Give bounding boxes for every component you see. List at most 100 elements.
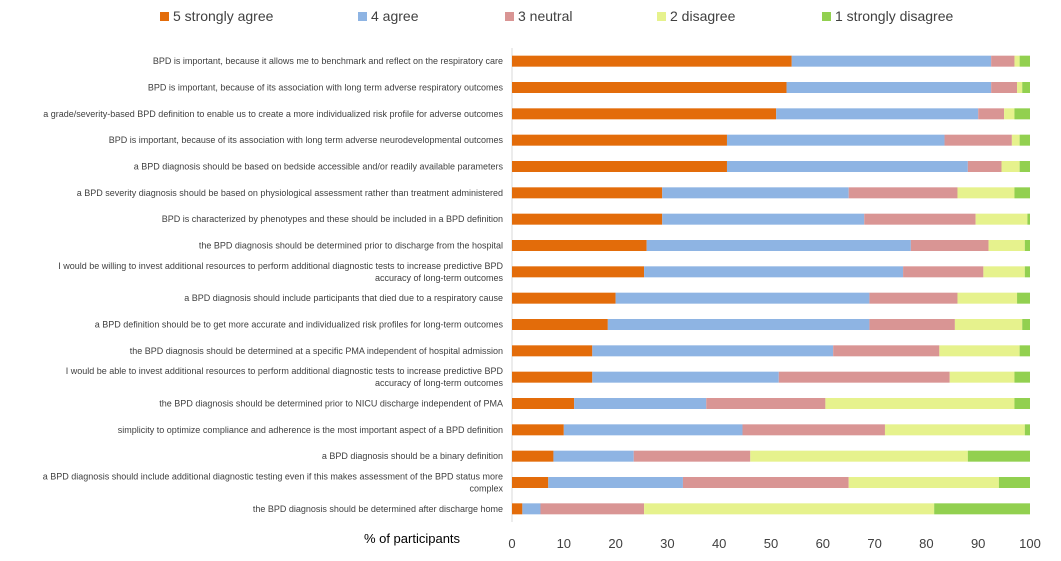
legend: 5 strongly agree 4 agree 3 neutral 2 disagr… (160, 8, 954, 24)
bar-segment-16-5 (967, 450, 1030, 462)
bar-segment-16-4 (750, 450, 968, 462)
category-label-3: a grade/severity-based BPD definition to… (43, 109, 503, 119)
bar-segment-5-3 (967, 161, 1002, 172)
bar-segment-11-4 (954, 319, 1023, 330)
x-tick-label-80: 80 (919, 536, 933, 551)
bar-segment-1-4 (1014, 55, 1020, 67)
bar-segment-7-2 (662, 213, 865, 225)
category-label-9-line-2: accuracy of long-term outcomes (375, 273, 504, 283)
category-label-14: the BPD diagnosis should be determined p… (159, 399, 503, 409)
bar-segment-2-5 (1022, 82, 1030, 93)
bar-segment-12-5 (1019, 345, 1030, 357)
category-label-13-line-1: I would be able to invest additional res… (66, 366, 504, 376)
bar-segment-17-2 (548, 477, 683, 488)
bar-segment-2-3 (991, 82, 1018, 93)
bar-segment-7-3 (864, 213, 976, 225)
bar-segment-10-4 (957, 292, 1018, 304)
legend-label-5: 1 strongly disagree (835, 8, 954, 24)
bar-segment-5-2 (726, 161, 968, 172)
legend-swatch-3 (505, 12, 514, 21)
bar-segment-13-4 (949, 371, 1015, 383)
bar-segment-9-3 (903, 266, 984, 278)
bar-segment-8-2 (646, 240, 911, 251)
bar-segment-18-1 (512, 503, 523, 515)
bar-segment-13-3 (778, 371, 950, 383)
bar-segment-11-5 (1022, 319, 1030, 330)
bar-segment-7-5 (1027, 213, 1030, 225)
bar-segment-13-2 (592, 371, 779, 383)
category-label-17-line-1: a BPD diagnosis should include additiona… (43, 472, 503, 482)
bar-segment-11-1 (512, 319, 608, 330)
bar-segment-16-2 (553, 450, 634, 462)
bar-segment-1-1 (512, 55, 792, 67)
legend-swatch-4 (657, 12, 666, 21)
category-label-17-line-2: complex (469, 484, 503, 494)
x-tick-label-0: 0 (508, 536, 515, 551)
bar-segment-9-2 (644, 266, 904, 278)
category-label-7: BPD is characterized by phenotypes and t… (162, 214, 503, 224)
category-label-15: simplicity to optimize compliance and ad… (118, 425, 503, 435)
bars (512, 55, 1030, 515)
bar-segment-11-3 (869, 319, 955, 330)
category-label-6: a BPD severity diagnosis should be based… (77, 188, 503, 198)
bar-segment-15-1 (512, 424, 564, 436)
bar-segment-4-4 (1011, 134, 1020, 146)
bar-segment-14-5 (1014, 398, 1030, 409)
bar-segment-2-4 (1017, 82, 1023, 93)
bar-segment-4-2 (726, 134, 945, 146)
bar-segment-7-1 (512, 213, 663, 225)
bar-segment-16-3 (633, 450, 751, 462)
x-tick-label-20: 20 (608, 536, 622, 551)
bar-segment-1-5 (1019, 55, 1030, 67)
bar-segment-7-4 (975, 213, 1028, 225)
bar-segment-13-5 (1014, 371, 1030, 383)
legend-swatch-1 (160, 12, 169, 21)
legend-label-1: 5 strongly agree (173, 8, 274, 24)
bar-segment-9-1 (512, 266, 645, 278)
bar-segment-14-1 (512, 398, 575, 409)
bar-segment-8-5 (1024, 240, 1030, 251)
x-tick-labels: 0 10 20 30 40 50 60 70 80 90 100 (508, 536, 1040, 551)
bar-segment-8-4 (988, 240, 1025, 251)
bar-segment-8-3 (910, 240, 989, 251)
category-label-11: a BPD definition should be to get more a… (95, 320, 504, 330)
bar-segment-3-5 (1014, 108, 1030, 120)
bar-segment-14-4 (825, 398, 1015, 409)
category-label-4: BPD is important, because of its associa… (109, 135, 504, 145)
bar-segment-3-1 (512, 108, 777, 120)
bar-segment-12-2 (592, 345, 834, 357)
bar-segment-15-4 (884, 424, 1025, 436)
bar-segment-14-2 (574, 398, 707, 409)
bar-segment-9-4 (983, 266, 1025, 278)
bar-segment-2-1 (512, 82, 787, 93)
legend-label-2: 4 agree (371, 8, 419, 24)
bar-segment-4-5 (1019, 134, 1030, 146)
bar-segment-6-1 (512, 187, 663, 199)
bar-segment-1-2 (791, 55, 992, 67)
x-tick-label-30: 30 (660, 536, 674, 551)
category-label-16: a BPD diagnosis should be a binary defin… (322, 451, 503, 461)
bar-segment-6-5 (1014, 187, 1030, 199)
bar-segment-17-1 (512, 477, 549, 488)
bar-segment-8-1 (512, 240, 647, 251)
category-label-2: BPD is important, because of its associa… (148, 83, 504, 93)
bar-segment-16-1 (512, 450, 554, 462)
bar-segment-4-3 (944, 134, 1012, 146)
legend-swatch-2 (358, 12, 367, 21)
bar-segment-4-1 (512, 134, 727, 146)
bar-segment-12-1 (512, 345, 593, 357)
bar-segment-12-3 (833, 345, 940, 357)
category-label-10: a BPD diagnosis should include participa… (184, 293, 503, 303)
x-tick-label-60: 60 (816, 536, 830, 551)
category-labels: BPD is important, because it allows me t… (43, 56, 504, 514)
bar-segment-3-2 (776, 108, 979, 120)
x-tick-label-90: 90 (971, 536, 985, 551)
bar-segment-18-5 (934, 503, 1030, 515)
category-label-12: the BPD diagnosis should be determined a… (130, 346, 503, 356)
bar-segment-15-3 (742, 424, 885, 436)
bar-segment-5-1 (512, 161, 727, 172)
x-tick-label-100: 100 (1019, 536, 1041, 551)
bar-segment-18-3 (540, 503, 645, 515)
bar-segment-14-3 (706, 398, 826, 409)
category-label-9-line-1: I would be willing to invest additional … (58, 261, 503, 271)
